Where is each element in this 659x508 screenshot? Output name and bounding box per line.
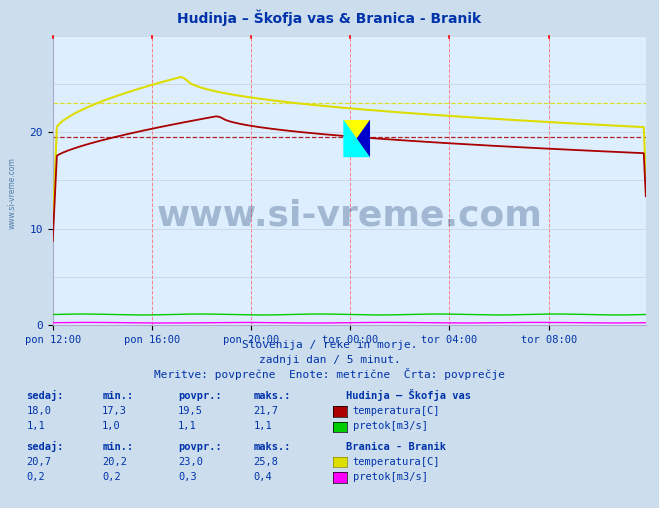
Text: min.:: min.: xyxy=(102,391,133,401)
Text: Slovenija / reke in morje.: Slovenija / reke in morje. xyxy=(242,340,417,350)
Text: Meritve: povprečne  Enote: metrične  Črta: povprečje: Meritve: povprečne Enote: metrične Črta:… xyxy=(154,368,505,380)
Text: min.:: min.: xyxy=(102,441,133,452)
Text: 21,7: 21,7 xyxy=(254,406,279,416)
Text: pretok[m3/s]: pretok[m3/s] xyxy=(353,472,428,482)
Text: 23,0: 23,0 xyxy=(178,457,203,467)
Polygon shape xyxy=(343,119,370,157)
Text: maks.:: maks.: xyxy=(254,391,291,401)
Text: 1,1: 1,1 xyxy=(26,421,45,431)
Text: 0,4: 0,4 xyxy=(254,472,272,482)
Text: 0,2: 0,2 xyxy=(26,472,45,482)
Text: maks.:: maks.: xyxy=(254,441,291,452)
Text: pretok[m3/s]: pretok[m3/s] xyxy=(353,421,428,431)
Text: www.si-vreme.com: www.si-vreme.com xyxy=(156,198,542,232)
Text: temperatura[C]: temperatura[C] xyxy=(353,406,440,416)
Text: 19,5: 19,5 xyxy=(178,406,203,416)
Text: Hudinja – Škofja vas: Hudinja – Škofja vas xyxy=(346,389,471,401)
Text: Branica - Branik: Branica - Branik xyxy=(346,441,446,452)
Polygon shape xyxy=(357,119,370,157)
Text: 18,0: 18,0 xyxy=(26,406,51,416)
Text: 0,3: 0,3 xyxy=(178,472,196,482)
Text: Hudinja – Škofja vas & Branica - Branik: Hudinja – Škofja vas & Branica - Branik xyxy=(177,9,482,26)
Text: 25,8: 25,8 xyxy=(254,457,279,467)
Text: sedaj:: sedaj: xyxy=(26,440,64,452)
Polygon shape xyxy=(343,119,370,157)
Text: povpr.:: povpr.: xyxy=(178,391,221,401)
Text: povpr.:: povpr.: xyxy=(178,441,221,452)
Text: 20,7: 20,7 xyxy=(26,457,51,467)
Text: 17,3: 17,3 xyxy=(102,406,127,416)
Text: sedaj:: sedaj: xyxy=(26,390,64,401)
Text: www.si-vreme.com: www.si-vreme.com xyxy=(8,157,17,229)
Text: 1,0: 1,0 xyxy=(102,421,121,431)
Text: zadnji dan / 5 minut.: zadnji dan / 5 minut. xyxy=(258,355,401,365)
Text: 1,1: 1,1 xyxy=(178,421,196,431)
Text: 0,2: 0,2 xyxy=(102,472,121,482)
Text: temperatura[C]: temperatura[C] xyxy=(353,457,440,467)
Text: 20,2: 20,2 xyxy=(102,457,127,467)
Text: 1,1: 1,1 xyxy=(254,421,272,431)
